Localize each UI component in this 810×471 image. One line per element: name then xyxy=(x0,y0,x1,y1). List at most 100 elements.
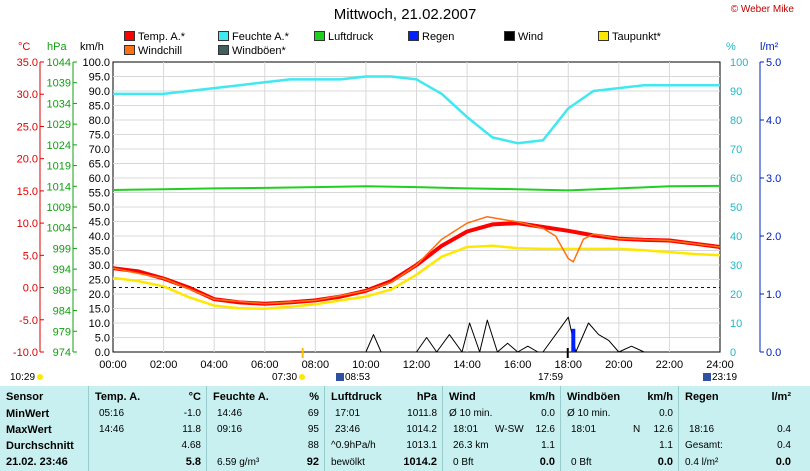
wind-avg: 1.1 xyxy=(541,440,555,451)
legend-label: Windchill xyxy=(138,45,183,57)
pressure-max-val: 1014.2 xyxy=(406,424,437,435)
legend-swatch xyxy=(124,31,135,41)
temp-min-time: 05:16 xyxy=(99,408,125,419)
series-line xyxy=(365,316,645,353)
series-line xyxy=(112,215,721,305)
moonset-time: 10:29 xyxy=(10,372,36,383)
time-tick-label: 12:00 xyxy=(403,359,431,371)
wind-tick-label: 85.0 xyxy=(89,101,110,113)
pressure-tick-label: 979 xyxy=(53,326,71,338)
rain-max-time: 18:16 xyxy=(689,424,715,435)
pressure-avg: 1013.1 xyxy=(406,440,437,451)
sunset-time: 17:59 xyxy=(538,372,564,383)
humidity-tick-label: 70 xyxy=(730,144,742,156)
legend-item: Windchill xyxy=(124,45,182,57)
moonrise-time: 08:53 xyxy=(345,372,371,383)
series-line xyxy=(112,244,721,311)
wind-current: 0.0 xyxy=(539,456,555,468)
temp-tick-label: 35.0 xyxy=(17,57,38,69)
temp-max-time: 14:46 xyxy=(99,424,125,435)
rain-header: Regen xyxy=(685,391,719,403)
legend-swatch xyxy=(504,31,515,41)
legend-item: Luftdruck xyxy=(314,31,373,43)
wind-distance: 26.3 km xyxy=(453,440,489,451)
rain-tick-label: 2.0 xyxy=(766,231,781,243)
pressure-tick-label: 1009 xyxy=(47,202,71,214)
rain-max-val: 0.4 xyxy=(777,424,791,435)
temp-header: Temp. A. xyxy=(95,391,141,403)
pressure-tick-label: 984 xyxy=(53,306,71,318)
time-tick-label: 10:00 xyxy=(352,359,380,371)
legend-item: Feuchte A.* xyxy=(218,31,289,43)
pressure-max-time: 23:46 xyxy=(335,424,361,435)
wind-tick-label: 35.0 xyxy=(89,246,110,258)
legend-label: Feuchte A.* xyxy=(232,31,289,43)
wind-bft: 0 Bft xyxy=(453,457,474,468)
pressure-trend: ^0.9hPa/h xyxy=(331,440,376,451)
rain-unit-label: l/m² xyxy=(760,41,779,53)
gust-avg10-val: 0.0 xyxy=(659,408,673,419)
temp-tick-label: -10.0 xyxy=(13,347,38,359)
legend-item: Taupunkt* xyxy=(598,31,661,43)
legend-swatch xyxy=(218,45,229,55)
wind-avg10-label: Ø 10 min. xyxy=(449,408,493,419)
moonrise-marker: 08:53 xyxy=(336,372,370,383)
wind-header: Wind xyxy=(449,391,476,403)
wind-tick-label: 65.0 xyxy=(89,159,110,171)
wind-tick-label: 100.0 xyxy=(82,57,110,69)
legend-swatch xyxy=(314,31,325,41)
weather-chart: 100.095.090.085.080.075.070.065.060.055.… xyxy=(13,41,781,371)
sunrise-marker: 07:30 xyxy=(272,372,306,383)
pressure-tick-label: 974 xyxy=(53,347,71,359)
time-tick-label: 16:00 xyxy=(504,359,532,371)
moonset-marker: 10:29 xyxy=(10,372,44,383)
temp-unit: °C xyxy=(188,391,201,403)
wind-tick-label: 45.0 xyxy=(89,217,110,229)
pressure-tick-label: 999 xyxy=(53,243,71,255)
legend-item: Wind xyxy=(504,31,543,43)
wind-tick-label: 5.0 xyxy=(95,333,110,345)
sunrise-time: 07:30 xyxy=(272,372,298,383)
pressure-header: Luftdruck xyxy=(331,391,382,403)
wind-tick-label: 15.0 xyxy=(89,304,110,316)
chart-title: Mittwoch, 21.02.2007 xyxy=(333,6,477,23)
temp-avg: 4.68 xyxy=(181,440,201,451)
humidity-current: 92 xyxy=(306,456,319,468)
pressure-tick-label: 1044 xyxy=(47,57,71,69)
gust-current: 0.0 xyxy=(657,456,673,468)
rain-total-val: 0.4 xyxy=(777,440,791,451)
rain-tick-label: 3.0 xyxy=(766,173,781,185)
humidity-tick-label: 0 xyxy=(730,347,736,359)
temp-tick-label: 5.0 xyxy=(23,250,38,262)
time-tick-label: 24:00 xyxy=(706,359,734,371)
humidity-tick-label: 20 xyxy=(730,289,742,301)
sunset-marker: 17:59 xyxy=(538,372,563,383)
legend-label: Taupunkt* xyxy=(612,31,661,43)
wind-tick-label: 90.0 xyxy=(89,86,110,98)
wind-column: Wind km/h Ø 10 min. 0.0 18:01 W-SW 12.6 … xyxy=(442,386,561,471)
pressure-min-time: 17:01 xyxy=(335,408,361,419)
series-line xyxy=(112,184,721,192)
wind-max-time: 18:01 xyxy=(453,424,479,435)
gust-header: Windböen xyxy=(567,391,621,403)
pressure-tick-label: 1004 xyxy=(47,223,71,235)
humidity-avg: 88 xyxy=(307,440,319,451)
humidity-header: Feuchte A. xyxy=(213,391,269,403)
humidity-unit: % xyxy=(309,391,319,403)
copyright-label: © Weber Mike xyxy=(730,4,794,15)
legend-label: Temp. A.* xyxy=(138,31,186,43)
rain-tick-label: 5.0 xyxy=(766,57,781,69)
time-tick-label: 20:00 xyxy=(605,359,633,371)
rain-tick-label: 4.0 xyxy=(766,115,781,127)
wind-tick-label: 70.0 xyxy=(89,144,110,156)
legend-label: Wind xyxy=(518,31,544,43)
wind-max-dir: W-SW xyxy=(495,424,524,435)
temp-tick-label: -5.0 xyxy=(19,315,38,327)
temp-tick-label: 20.0 xyxy=(17,154,38,166)
humidity-max-time: 09:16 xyxy=(217,424,243,435)
humidity-min-val: 69 xyxy=(307,408,319,419)
pressure-forecast: bewölkt xyxy=(331,457,365,468)
humidity-tick-label: 60 xyxy=(730,173,742,185)
temp-unit-label: °C xyxy=(18,41,30,53)
legend-label: Regen xyxy=(422,31,455,43)
